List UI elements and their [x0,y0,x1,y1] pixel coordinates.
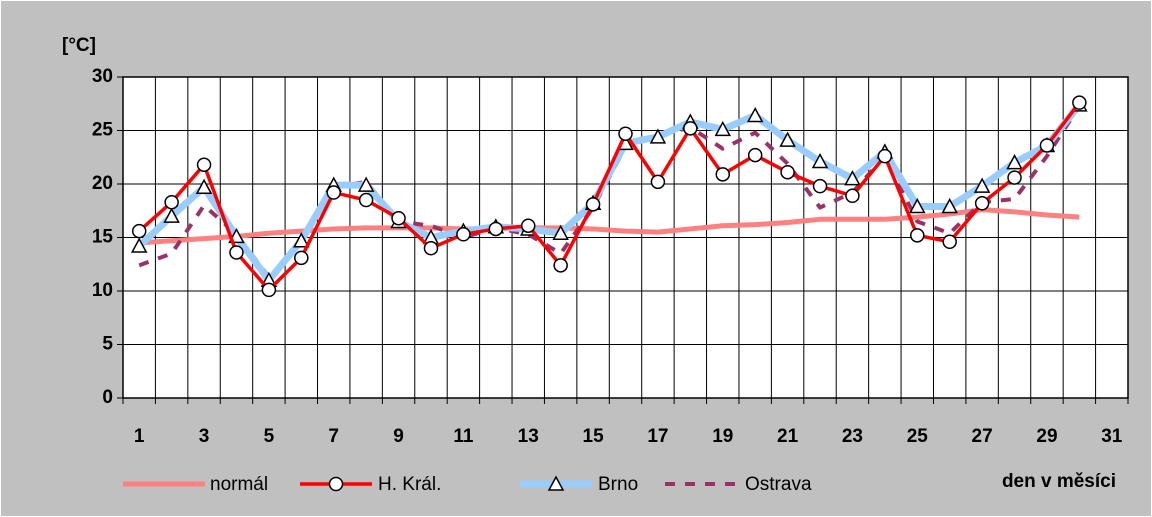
x-tick-label: 13 [518,426,539,447]
point-marker [456,227,471,242]
point-marker [229,245,244,260]
y-tick-label: 5 [102,334,113,355]
point-marker [715,167,731,182]
point-marker [423,240,439,256]
point-marker [1007,170,1022,185]
point-marker [1039,138,1055,153]
legend-marker [547,475,565,491]
point-marker [649,128,667,144]
x-tick-label: 17 [647,426,668,447]
x-tick-label: 25 [907,426,929,447]
y-tick-label: 0 [102,387,113,408]
x-tick-label: 19 [712,426,733,447]
point-marker [746,106,764,123]
point-marker [131,223,147,239]
point-marker [973,177,991,193]
x-tick-label: 11 [453,426,474,447]
point-marker [845,188,860,204]
point-marker [261,282,277,298]
x-tick-label: 21 [777,426,799,447]
point-marker [683,121,698,136]
point-marker [618,126,633,141]
y-tick-label: 20 [92,173,113,194]
point-marker [293,232,310,248]
x-tick-label: 1 [134,426,145,447]
point-marker [942,234,957,250]
point-marker [941,197,958,214]
point-marker [747,147,763,163]
point-marker [164,194,179,210]
point-marker [294,250,309,266]
legend-label: H. Král. [378,474,441,495]
point-marker [357,176,375,192]
x-tick-label: 5 [264,426,275,447]
y-tick-label: 25 [92,120,114,141]
point-marker [1072,95,1087,110]
y-tick-label: 10 [92,280,113,301]
point-marker [196,157,212,172]
point-marker [488,221,504,237]
x-tick-label: 23 [842,426,863,447]
point-marker [650,174,666,190]
point-marker [780,164,795,180]
legend-label: Ostrava [745,474,812,495]
x-tick-label: 31 [1101,426,1123,447]
point-marker [714,120,732,137]
point-marker [520,218,536,233]
point-marker [553,258,568,273]
y-tick-label: 15 [92,227,114,248]
point-marker [1006,154,1023,170]
point-marker [909,197,926,214]
series-line [139,207,1080,246]
point-marker [844,170,861,186]
point-marker [130,237,148,253]
plot-border [122,76,1129,399]
point-marker [326,185,341,200]
x-tick-label: 9 [393,426,404,447]
x-tick-label: 3 [199,426,210,447]
legend-marker [328,476,344,492]
point-marker [195,178,213,194]
point-marker [779,131,796,147]
y-axis-label: [°C] [62,35,96,56]
point-marker [877,148,893,164]
legend-label: normál [210,474,268,495]
x-tick-label: 29 [1036,426,1057,447]
x-tick-label: 27 [972,426,993,447]
legend-label: Brno [598,474,638,495]
point-marker [812,178,828,194]
point-marker [163,207,180,223]
point-marker [910,228,925,243]
x-tick-label: 15 [583,426,605,447]
point-marker [974,196,990,211]
point-marker [552,224,569,240]
point-marker [811,152,829,169]
point-marker [585,197,601,212]
x-tick-label: 7 [328,426,339,447]
point-marker [358,192,374,208]
point-marker [391,210,406,226]
x-axis-label: den v měsíci [1002,471,1116,492]
y-tick-label: 30 [92,66,113,87]
